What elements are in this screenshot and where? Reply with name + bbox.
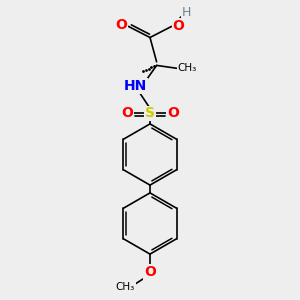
Text: O: O xyxy=(144,265,156,279)
Text: O: O xyxy=(167,106,179,120)
Text: O: O xyxy=(172,19,184,33)
Text: HN: HN xyxy=(124,79,147,93)
Text: CH₃: CH₃ xyxy=(116,281,135,292)
Text: H: H xyxy=(182,6,191,19)
Text: O: O xyxy=(121,106,133,120)
Text: CH₃: CH₃ xyxy=(178,63,197,74)
Text: O: O xyxy=(115,18,127,32)
Text: S: S xyxy=(145,106,155,120)
